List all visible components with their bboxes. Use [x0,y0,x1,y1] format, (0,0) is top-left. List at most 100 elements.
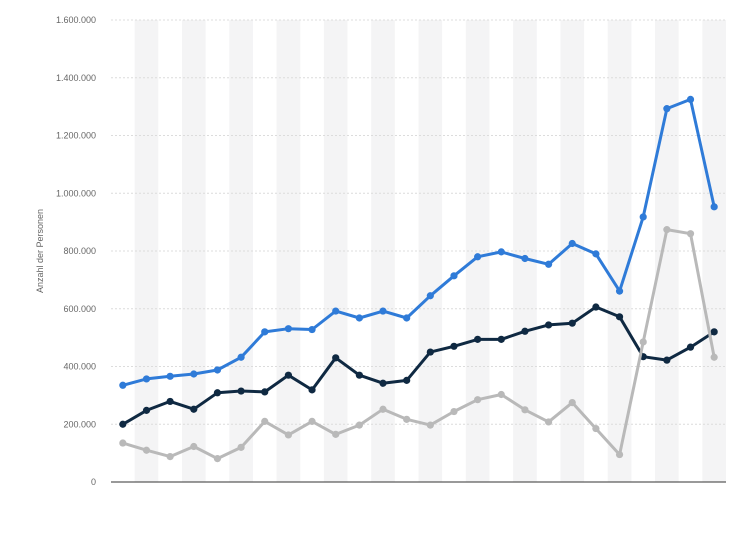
data-point [261,388,269,396]
data-point [710,203,718,211]
data-point [190,370,198,378]
data-point [544,260,553,268]
data-point [261,417,269,425]
y-tick-label: 800.000 [63,246,96,256]
data-point [426,348,434,356]
data-point [568,239,576,248]
data-point [355,371,363,379]
y-tick-label: 0 [91,477,96,487]
data-point [213,455,222,463]
data-point [213,389,222,397]
data-point [544,321,553,329]
data-point [544,418,553,426]
data-point [663,105,671,113]
data-point [450,272,458,280]
data-point [355,421,363,429]
column-band [702,20,726,482]
data-point [237,353,245,361]
series-group [119,95,718,463]
y-tick-label: 1.000.000 [56,188,96,198]
data-point [166,372,174,380]
data-point [568,319,576,327]
data-point [497,335,505,343]
data-point [379,379,387,387]
data-point [237,443,245,451]
data-point [119,381,127,389]
data-point [142,375,151,383]
data-point [379,307,387,315]
data-point [166,452,174,461]
series-line [121,228,716,461]
data-point [710,328,718,336]
data-point [615,450,624,459]
data-point [332,354,340,362]
data-point [284,431,293,439]
y-tick-label: 400.000 [63,362,96,372]
data-point [379,405,387,413]
data-point [332,430,340,438]
data-point [426,292,434,300]
series-line [121,97,716,387]
data-point [403,415,411,423]
data-point [686,230,695,238]
data-point [521,327,529,335]
data-point [450,342,458,350]
data-point [119,420,127,428]
data-point [710,353,718,361]
data-point [403,376,411,384]
data-point [213,366,222,374]
y-tick-label: 1.200.000 [56,131,96,141]
data-point [639,213,647,221]
data-point [308,325,316,334]
data-point [568,398,576,407]
series-line-group [119,95,718,389]
data-point [521,406,529,414]
gridlines [111,19,726,425]
data-point [592,424,600,433]
data-point [284,325,293,333]
data-point [142,446,151,454]
data-point [190,405,198,413]
data-point [142,406,151,414]
data-point [355,314,363,322]
column-band [465,20,490,482]
data-point [686,343,695,351]
y-tick-labels: 0 200.000 400.000 600.000 800.000 1.000.000 1.… [56,15,96,487]
series-line-group [119,303,718,428]
data-point [450,407,458,416]
data-point [497,248,505,256]
data-point [474,396,482,404]
data-point [308,417,316,425]
y-axis-title: Anzahl der Personen [35,209,45,293]
series-line-group [119,226,718,463]
data-point [474,253,482,261]
data-point [686,95,695,104]
data-point [521,254,529,263]
data-point [663,226,671,234]
data-point [663,356,671,364]
data-point [308,386,316,394]
data-point [237,387,245,395]
data-point [592,250,600,258]
data-point [403,314,411,322]
data-point [639,338,647,346]
data-point [261,328,269,336]
data-point [166,397,174,406]
column-band [418,20,443,482]
data-point [332,307,340,315]
y-tick-label: 200.000 [63,419,96,429]
data-point [592,303,600,311]
data-point [119,439,127,447]
data-point [615,287,624,295]
y-tick-label: 1.400.000 [56,73,96,83]
data-point [615,313,624,321]
y-tick-label: 600.000 [63,304,96,314]
y-tick-label: 1.600.000 [56,15,96,25]
data-point [426,421,434,429]
series-line [121,305,716,426]
data-point [284,371,293,379]
data-point [497,390,505,399]
data-point [474,335,482,343]
